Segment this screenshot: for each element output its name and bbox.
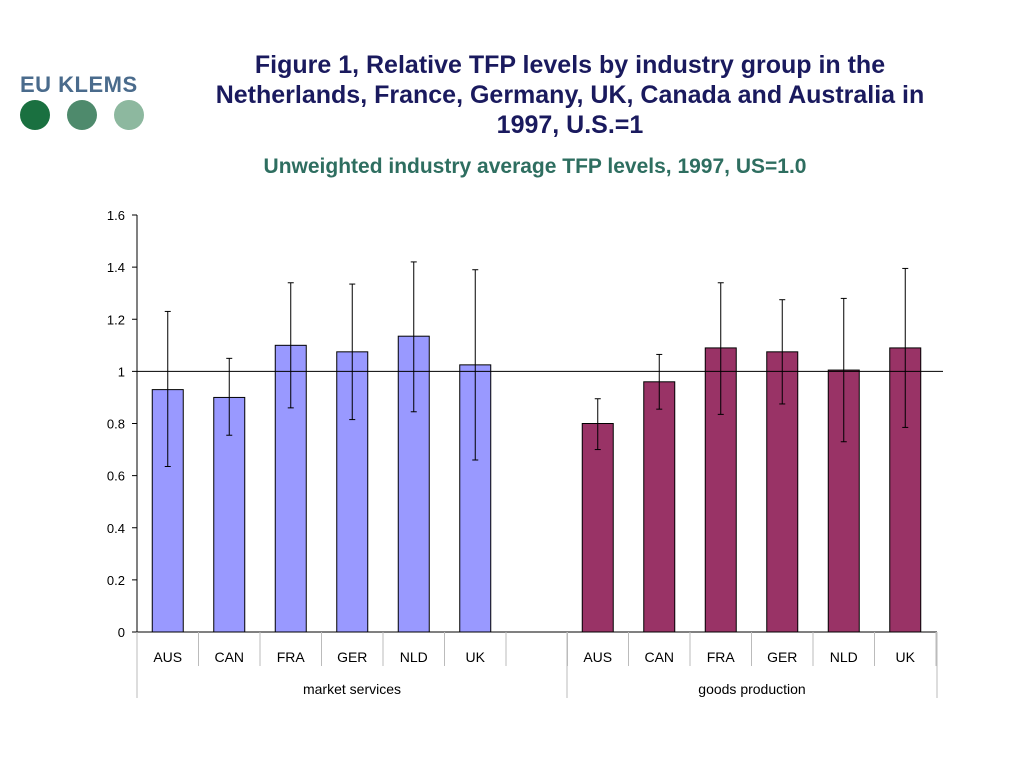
logo-dot-3 [114, 100, 144, 130]
figure-title: Figure 1, Relative TFP levels by industr… [215, 51, 925, 139]
bar [581, 423, 614, 633]
category-label: NLD [400, 649, 428, 665]
y-tick-label: 0 [118, 625, 125, 640]
category-label: GER [767, 649, 797, 665]
y-tick-label: 1 [118, 364, 125, 379]
category-label: AUS [583, 649, 612, 665]
y-tick-label: 1.4 [107, 260, 125, 275]
y-tick-label: 0.6 [107, 469, 125, 484]
category-label: FRA [707, 649, 736, 665]
category-label: UK [466, 649, 486, 665]
category-label: UK [896, 649, 916, 665]
y-tick-label: 0.2 [107, 573, 125, 588]
y-tick-label: 1.2 [107, 312, 125, 327]
logo-dot-2 [67, 100, 97, 130]
category-label: FRA [277, 649, 306, 665]
y-tick-label: 0.8 [107, 417, 125, 432]
category-label: GER [337, 649, 367, 665]
group-label: market services [303, 681, 401, 697]
chart-title: Unweighted industry average TFP levels, … [263, 155, 807, 178]
group-label: goods production [698, 681, 805, 697]
category-label: CAN [644, 649, 674, 665]
category-label: AUS [153, 649, 182, 665]
bar [643, 381, 676, 633]
logo-text: EU KLEMS [20, 72, 138, 97]
logo-dot-1 [20, 100, 50, 130]
category-label: CAN [214, 649, 244, 665]
y-tick-label: 0.4 [107, 521, 125, 536]
eu-klems-logo: EU KLEMS [20, 72, 160, 142]
category-label: NLD [830, 649, 858, 665]
y-tick-label: 1.6 [107, 208, 125, 223]
